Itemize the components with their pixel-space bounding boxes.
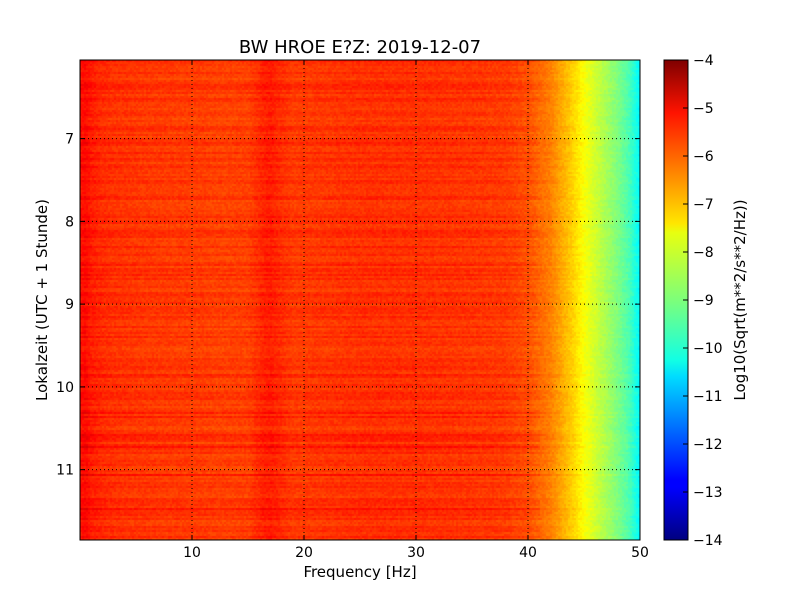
x-tick-label: 40	[519, 545, 537, 561]
chart-title: BW HROE E?Z: 2019-12-07	[239, 37, 481, 58]
colorbar-tick-label: −11	[693, 389, 723, 405]
colorbar-tick-label: −8	[693, 245, 714, 261]
y-tick-label: 9	[65, 297, 74, 313]
colorbar-tick-label: −9	[693, 293, 714, 309]
grid-lines	[80, 60, 640, 540]
x-axis-ticks: 10 20 30 40 50	[183, 60, 649, 561]
plot-area: 10 20 30 40 50 7 8 9 10 11	[56, 59, 649, 561]
colorbar-tick-label: −7	[693, 197, 714, 213]
x-tick-label: 20	[295, 545, 313, 561]
x-tick-label: 50	[631, 545, 649, 561]
colorbar-tick-label: −4	[693, 53, 714, 69]
colorbar-tick-label: −12	[693, 437, 723, 453]
y-tick-label: 8	[65, 214, 74, 230]
colorbar-label: Log10(Sqrt(m**2/s**2/Hz))	[731, 199, 749, 400]
spectrogram-heatmap	[80, 60, 640, 540]
y-tick-label: 11	[56, 463, 74, 479]
colorbar-ticks: −4 −5 −6 −7 −8 −9 −10 −11 −12 −13 −14	[683, 53, 723, 549]
y-tick-label: 10	[56, 380, 74, 396]
colorbar-tick-label: −13	[693, 485, 723, 501]
x-axis-label: Frequency [Hz]	[303, 563, 416, 581]
colorbar: −4 −5 −6 −7 −8 −9 −10 −11 −12 −13 −14 Log10(Sqrt(m…	[663, 53, 749, 549]
x-tick-label: 30	[407, 545, 425, 561]
colorbar-tick-label: −5	[693, 101, 714, 117]
y-axis-label: Lokalzeit (UTC + 1 Stunde)	[33, 199, 51, 401]
plot-frame	[79, 59, 641, 541]
y-tick-label: 7	[65, 132, 74, 148]
colorbar-tick-label: −10	[693, 341, 723, 357]
colorbar-tick-label: −14	[693, 533, 723, 549]
colorbar-tick-label: −6	[693, 149, 714, 165]
y-axis-ticks: 7 8 9 10 11	[56, 132, 640, 479]
x-tick-label: 10	[183, 545, 201, 561]
